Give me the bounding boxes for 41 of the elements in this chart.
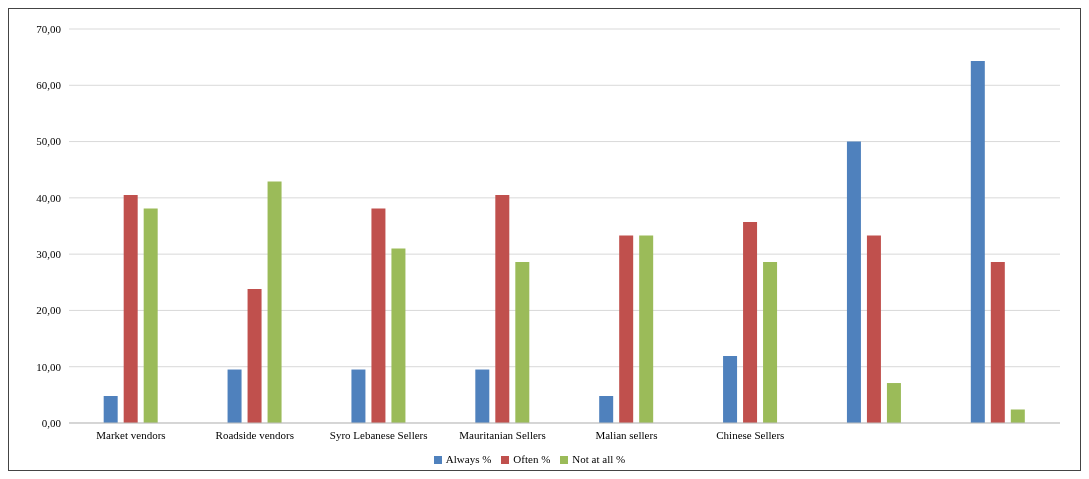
bar (886, 383, 901, 423)
bar (1010, 409, 1025, 423)
bar (495, 195, 510, 423)
bar (267, 181, 282, 423)
bar (866, 235, 881, 423)
bar (371, 208, 386, 423)
bar (619, 235, 634, 423)
y-tick-label: 20,00 (36, 304, 62, 317)
x-tick-label: Syro Lebanese Sellers (329, 428, 428, 441)
y-tick-label: 30,00 (36, 248, 62, 261)
bar (247, 289, 262, 423)
bar (723, 356, 738, 423)
legend-label: Often % (513, 453, 551, 465)
bar (970, 61, 985, 423)
bar (475, 369, 490, 423)
y-tick-label: 60,00 (36, 79, 62, 92)
y-tick-label: 0,00 (41, 416, 62, 429)
bar (515, 262, 530, 423)
bar (103, 395, 118, 423)
y-tick-label: 40,00 (36, 191, 62, 204)
x-tick-label: Market vendors (96, 428, 166, 441)
bar (391, 248, 406, 423)
bar (639, 235, 654, 423)
x-tick-label: Roadside vendors (215, 428, 295, 441)
bar (763, 262, 778, 423)
legend-label: Always % (445, 453, 492, 465)
y-tick-label: 50,00 (36, 135, 62, 148)
bar (599, 395, 614, 423)
x-tick-label: Mauritanian Sellers (459, 428, 546, 441)
y-tick-label: 10,00 (36, 360, 62, 373)
bar (123, 195, 138, 423)
legend-label: Not at all % (572, 453, 626, 465)
x-tick-label: Chinese Sellers (716, 428, 785, 441)
bar (990, 262, 1005, 423)
bar (227, 369, 242, 423)
bar (351, 369, 366, 423)
bar (846, 141, 861, 423)
bar (743, 222, 758, 423)
bar (143, 208, 158, 423)
y-tick-label: 70,00 (36, 22, 62, 35)
x-tick-label: Malian sellers (595, 428, 658, 441)
